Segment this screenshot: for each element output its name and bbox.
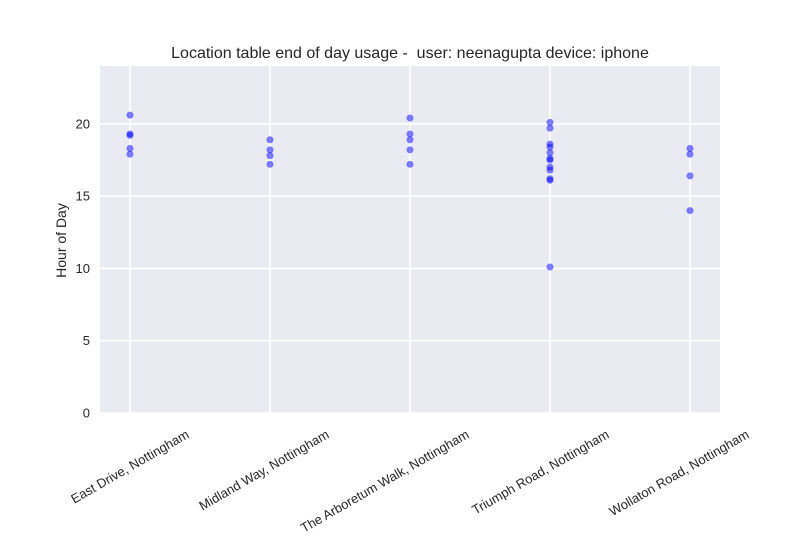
y-tick-label: 10 xyxy=(76,261,90,276)
y-axis-label: Hour of Day xyxy=(53,203,69,278)
data-point xyxy=(686,150,694,158)
data-point xyxy=(546,263,554,271)
data-point xyxy=(546,166,554,174)
data-point xyxy=(266,136,274,144)
y-tick-label: 15 xyxy=(76,189,90,204)
data-points xyxy=(126,111,694,271)
y-tick-label: 20 xyxy=(76,116,90,131)
data-point xyxy=(546,118,554,126)
data-point xyxy=(126,111,134,119)
data-point xyxy=(126,144,134,152)
y-axis-ticks: 0 5 10 15 20 xyxy=(76,116,90,420)
data-point xyxy=(406,114,414,122)
x-tick-label: Midland Way, Nottingham xyxy=(196,427,331,514)
data-point xyxy=(686,172,694,180)
data-point xyxy=(686,144,694,152)
data-point xyxy=(126,131,134,139)
x-axis-ticks: East Drive, Nottingham Midland Way, Notti… xyxy=(68,427,751,536)
y-tick-label: 0 xyxy=(83,406,90,421)
data-point xyxy=(406,160,414,168)
x-tick-label: Wollaton Road, Nottingham xyxy=(607,427,752,519)
data-point xyxy=(546,176,554,184)
data-point xyxy=(686,207,694,215)
x-tick-label: East Drive, Nottingham xyxy=(68,427,191,507)
y-tick-label: 5 xyxy=(83,333,90,348)
data-point xyxy=(266,146,274,154)
data-point xyxy=(406,146,414,154)
data-point xyxy=(406,130,414,138)
data-point xyxy=(126,150,134,158)
x-tick-label: Triumph Road, Nottingham xyxy=(469,427,611,518)
data-point xyxy=(266,152,274,160)
data-point xyxy=(546,143,554,151)
data-point xyxy=(546,156,554,164)
data-point xyxy=(546,149,554,157)
data-point xyxy=(266,160,274,168)
data-point xyxy=(546,124,554,132)
chart-title: Location table end of day usage - user: … xyxy=(171,45,649,62)
data-point xyxy=(406,136,414,144)
